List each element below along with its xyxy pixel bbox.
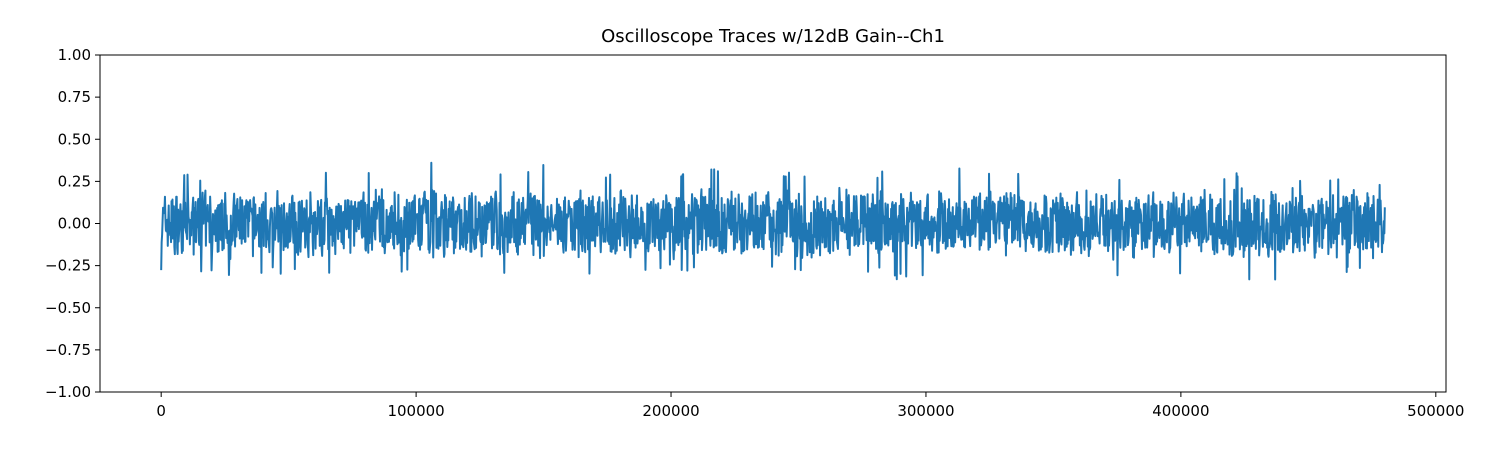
trace-layer: [160, 161, 1386, 281]
x-tick-label: 0: [156, 402, 166, 420]
series-trace-ch1: [160, 161, 1386, 281]
x-axis: 0 100000 200000 300000 400000 500000: [156, 392, 1464, 420]
y-tick-label: −0.50: [45, 299, 91, 317]
y-tick-label: 0.00: [58, 215, 91, 233]
x-tick-label: 100000: [387, 402, 444, 420]
y-tick-label: 0.50: [58, 130, 91, 148]
y-tick-label: −0.75: [45, 341, 91, 359]
chart-title: Oscilloscope Traces w/12dB Gain--Ch1: [601, 26, 945, 47]
y-tick-label: −1.00: [45, 383, 91, 401]
x-tick-label: 400000: [1152, 402, 1209, 420]
x-tick-label: 500000: [1407, 402, 1464, 420]
y-tick-label: 1.00: [58, 46, 91, 64]
x-tick-label: 300000: [897, 402, 954, 420]
y-tick-label: 0.25: [58, 172, 91, 190]
y-tick-label: −0.25: [45, 257, 91, 275]
y-tick-label: 0.75: [58, 88, 91, 106]
x-tick-label: 200000: [642, 402, 699, 420]
y-axis: 1.00 0.75 0.50 0.25 0.00 −0.25 −0.50 −0.75 −1.00: [45, 46, 100, 401]
